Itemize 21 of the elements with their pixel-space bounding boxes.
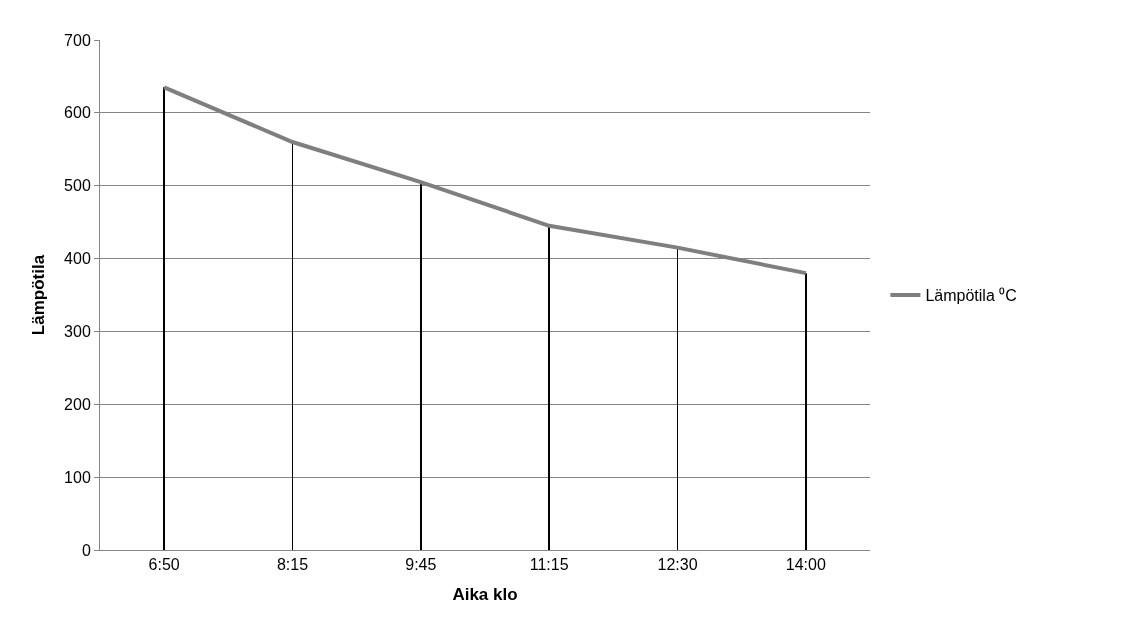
y-tick-label: 600 [64, 104, 91, 122]
y-tick-label: 200 [64, 395, 91, 413]
x-tick-label: 14:00 [785, 556, 826, 574]
legend-label: Lämpötila ⁰C [925, 287, 1017, 305]
bar [163, 87, 165, 550]
x-tick-label: 6:50 [148, 556, 180, 574]
y-tick-label: 500 [64, 177, 91, 195]
y-tick-label: 100 [64, 468, 91, 486]
y-tick-label: 300 [64, 323, 91, 341]
bar [420, 182, 422, 550]
x-axis-title: Aika klo [452, 584, 518, 604]
y-axis-title: Lämpötila [28, 254, 48, 336]
x-tick-label: 12:30 [657, 556, 698, 574]
x-tick-label: 8:15 [276, 556, 309, 574]
y-tick-label: 400 [64, 250, 91, 268]
x-tick-label: 9:45 [405, 556, 437, 574]
bar [548, 225, 550, 550]
x-tick-label: 11:15 [529, 556, 569, 574]
bar [805, 273, 807, 550]
y-tick-label: 0 [81, 541, 91, 559]
y-tick-label: 700 [64, 31, 91, 49]
